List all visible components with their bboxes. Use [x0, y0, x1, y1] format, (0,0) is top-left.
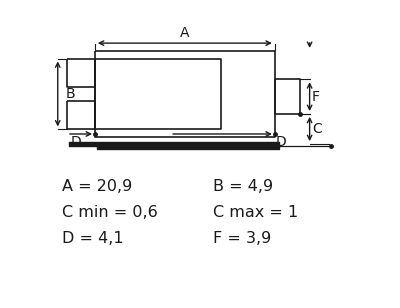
Text: D: D [276, 135, 286, 149]
Text: C: C [312, 122, 322, 136]
Text: D = 4,1: D = 4,1 [62, 231, 123, 246]
Text: D: D [71, 135, 82, 149]
Text: A = 20,9: A = 20,9 [62, 179, 132, 194]
Text: C max = 1: C max = 1 [213, 205, 298, 220]
Text: F: F [312, 90, 320, 103]
Text: F = 3,9: F = 3,9 [213, 231, 271, 246]
Text: C min = 0,6: C min = 0,6 [62, 205, 157, 220]
Text: A: A [180, 26, 190, 40]
Text: B: B [66, 87, 75, 101]
Text: B = 4,9: B = 4,9 [213, 179, 273, 194]
